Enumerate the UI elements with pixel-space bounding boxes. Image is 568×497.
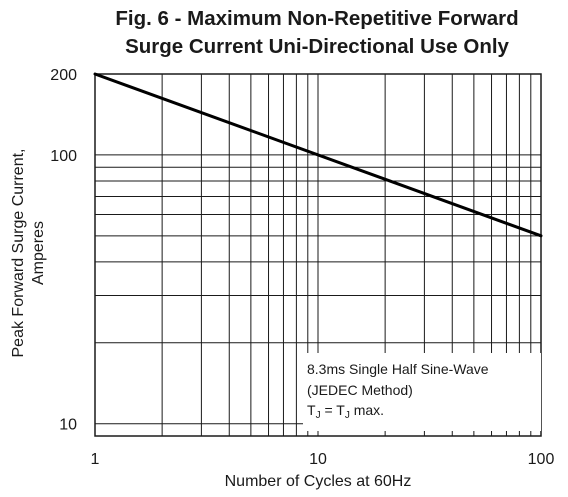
x-tick-label: 1 — [91, 451, 100, 468]
series-layer — [93, 72, 543, 238]
annotation-box: 8.3ms Single Half Sine-Wave (JEDEC Metho… — [303, 353, 541, 431]
plot-frame — [94, 73, 542, 437]
x-tick-label: 100 — [528, 451, 555, 468]
y-tick-label: 200 — [50, 67, 77, 84]
tj-suffix: max. — [350, 402, 384, 418]
annotation-line-2: (JEDEC Method) — [307, 382, 413, 398]
series-line-1 — [93, 72, 543, 238]
tick-labels: 1 10 100 10 100 200 — [50, 67, 554, 468]
y-axis-label-line-2: Amperes — [30, 221, 47, 285]
x-axis-label: Number of Cycles at 60Hz — [225, 473, 412, 490]
y-tick-label: 10 — [59, 417, 77, 434]
tj-subscript-1: J — [316, 410, 321, 421]
chart-title-line-2: Surge Current Uni-Directional Use Only — [125, 35, 509, 58]
x-tick-label: 10 — [309, 451, 327, 468]
tj-middle: = T — [321, 402, 346, 418]
annotation-background — [303, 353, 541, 431]
tj-prefix: T — [307, 402, 316, 418]
plot-border — [94, 73, 542, 437]
tj-subscript-2: J — [345, 410, 350, 421]
chart-title-line-1: Fig. 6 - Maximum Non-Repetitive Forward — [115, 7, 518, 30]
annotation-line-1: 8.3ms Single Half Sine-Wave — [307, 361, 489, 377]
y-axis-label-line-1: Peak Forward Surge Current, — [10, 149, 27, 358]
annotation-line-3: TJ = TJ max. — [307, 402, 384, 421]
y-tick-label: 100 — [50, 148, 77, 165]
